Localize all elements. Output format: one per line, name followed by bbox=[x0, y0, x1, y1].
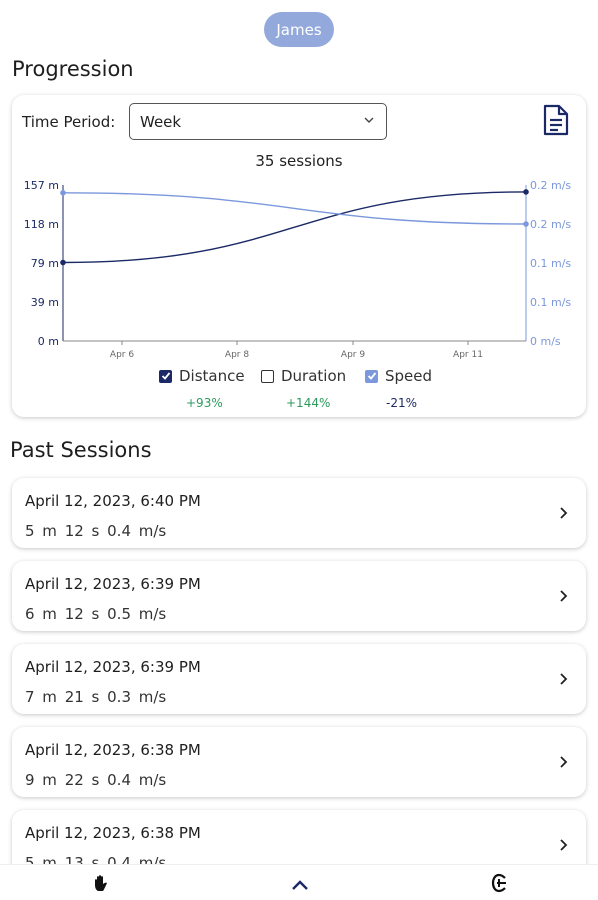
y-left-tick-label: 39 m bbox=[31, 296, 59, 309]
session-stats: 6 m 12 s 0.5 m/s bbox=[25, 605, 167, 623]
progression-card: Time Period: Week 35 sessions 0 m 39 m 79 … bbox=[12, 95, 586, 417]
past-sessions-title: Past Sessions bbox=[10, 438, 152, 462]
chevron-right-icon bbox=[558, 837, 570, 856]
series-line-speed bbox=[62, 192, 527, 225]
y-right-tick-label: 0.1 m/s bbox=[530, 296, 571, 309]
chevron-down-icon bbox=[362, 113, 376, 131]
series-point-speed bbox=[60, 190, 66, 196]
distance-change: +93% bbox=[186, 396, 223, 410]
chevron-right-icon bbox=[558, 505, 570, 524]
session-card[interactable]: April 12, 2023, 6:39 PM 6 m 12 s 0.5 m/s bbox=[12, 561, 586, 631]
series-point-distance bbox=[60, 259, 66, 266]
legend-label: Speed bbox=[385, 367, 433, 385]
session-date: April 12, 2023, 6:39 PM bbox=[25, 658, 201, 676]
session-date: April 12, 2023, 6:39 PM bbox=[25, 575, 201, 593]
y-left-tick-label: 0 m bbox=[38, 335, 59, 348]
session-stats: 9 m 22 s 0.4 m/s bbox=[25, 771, 167, 789]
user-chip[interactable]: James bbox=[264, 12, 334, 47]
session-card[interactable]: April 12, 2023, 6:40 PM 5 m 12 s 0.4 m/s bbox=[12, 478, 586, 548]
session-card[interactable]: April 12, 2023, 6:39 PM 7 m 21 s 0.3 m/s bbox=[12, 644, 586, 714]
chevron-right-icon bbox=[558, 671, 570, 690]
checkbox-checked-icon bbox=[365, 369, 378, 383]
series-point-speed bbox=[523, 221, 529, 227]
y-right-tick-label: 0.2 m/s bbox=[530, 179, 571, 192]
duration-change: +144% bbox=[286, 396, 331, 410]
y-left-tick-label: 157 m bbox=[24, 179, 59, 192]
session-date: April 12, 2023, 6:38 PM bbox=[25, 824, 201, 842]
y-right-tick-label: 0 m/s bbox=[530, 335, 561, 348]
speed-change: -21% bbox=[386, 396, 418, 410]
legend-label: Duration bbox=[281, 367, 347, 385]
legend-distance[interactable]: Distance bbox=[159, 367, 245, 385]
progression-chart: 0 m 39 m 79 m 118 m 157 m 0 m/s 0.1 m/s 0.1 m/s… bbox=[24, 179, 572, 360]
session-card[interactable]: April 12, 2023, 6:38 PM 9 m 22 s 0.4 m/s bbox=[12, 727, 586, 797]
time-period-select[interactable]: Week bbox=[129, 103, 387, 140]
session-count: 35 sessions bbox=[255, 152, 343, 170]
chevron-right-icon bbox=[558, 754, 570, 773]
x-tick-label: Apr 6 bbox=[110, 350, 134, 360]
legend-label: Distance bbox=[179, 367, 245, 385]
y-left-tick-label: 79 m bbox=[31, 257, 59, 270]
brand-icon[interactable] bbox=[490, 873, 510, 897]
progression-title: Progression bbox=[12, 57, 134, 81]
document-icon[interactable] bbox=[542, 104, 570, 140]
checkbox-checked-icon bbox=[159, 369, 172, 383]
hand-icon[interactable] bbox=[93, 873, 111, 897]
x-tick-label: Apr 8 bbox=[225, 350, 249, 360]
y-right-tick-label: 0.2 m/s bbox=[530, 218, 571, 231]
legend-duration[interactable]: Duration bbox=[261, 367, 346, 385]
legend-speed[interactable]: Speed bbox=[365, 367, 432, 385]
chevron-up-icon[interactable] bbox=[290, 877, 310, 896]
series-point-distance bbox=[523, 189, 529, 195]
session-date: April 12, 2023, 6:38 PM bbox=[25, 741, 201, 759]
y-right-tick-label: 0.1 m/s bbox=[530, 257, 571, 270]
session-stats: 7 m 21 s 0.3 m/s bbox=[25, 688, 167, 706]
x-tick-label: Apr 9 bbox=[341, 350, 365, 360]
time-period-value: Week bbox=[140, 113, 182, 131]
bottom-nav bbox=[0, 864, 598, 900]
checkbox-unchecked-icon bbox=[261, 369, 274, 383]
chevron-right-icon bbox=[558, 588, 570, 607]
session-date: April 12, 2023, 6:40 PM bbox=[25, 492, 201, 510]
time-period-label: Time Period: bbox=[22, 113, 116, 131]
y-left-tick-label: 118 m bbox=[24, 218, 59, 231]
session-stats: 5 m 12 s 0.4 m/s bbox=[25, 522, 167, 540]
x-tick-label: Apr 11 bbox=[453, 350, 483, 360]
series-line-distance bbox=[62, 191, 527, 264]
